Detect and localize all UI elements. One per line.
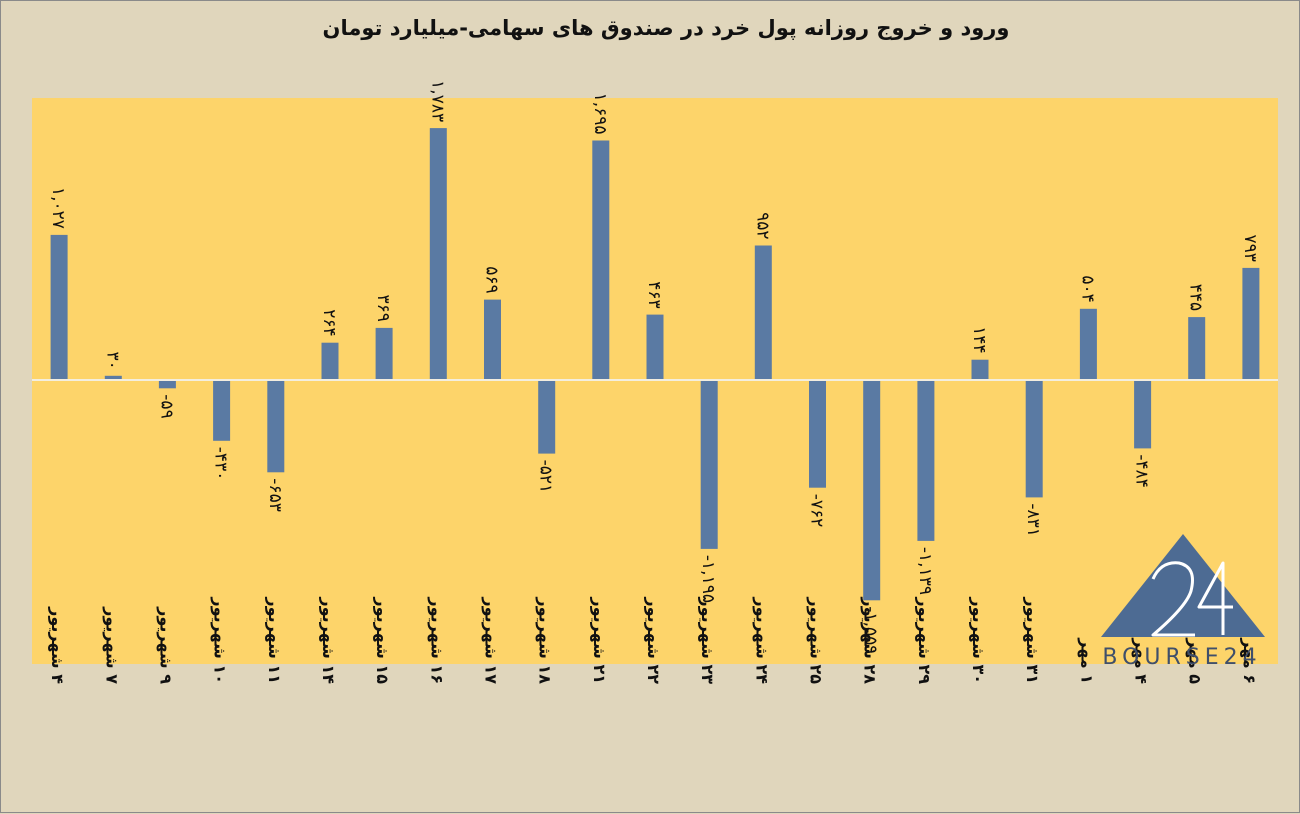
data-label: ۳۶۹ [373, 294, 393, 321]
data-label: ۴۶۳ [644, 281, 664, 308]
data-label: -۷۶۲ [807, 494, 827, 528]
bar [700, 380, 718, 549]
bar [267, 380, 285, 473]
data-label: ۲۶۴ [319, 309, 339, 336]
tick-label: ۲۱ شهریور [590, 596, 609, 684]
bar [1079, 308, 1097, 380]
data-label: ۹۵۲ [752, 212, 772, 239]
data-label: -۵۲۱ [536, 460, 556, 494]
data-label: -۵۹ [156, 394, 176, 418]
bars-group [50, 128, 1260, 601]
bar [917, 380, 935, 541]
tick-label: ۲۲ شهریور [644, 596, 663, 684]
bar [1025, 380, 1043, 498]
bar [1188, 317, 1206, 380]
tick-label: ۲۵ شهریور [807, 596, 826, 684]
data-label: ۴۴۵ [1186, 284, 1206, 311]
data-label: -۴۳۰ [211, 447, 231, 481]
bar [646, 314, 664, 380]
bar [754, 245, 772, 380]
bar [484, 299, 501, 380]
bar [1242, 267, 1260, 380]
tick-label: ۵ مهر [1186, 637, 1205, 684]
bar [375, 327, 393, 380]
tick-label: ۶ مهر [1240, 637, 1259, 684]
bar [429, 128, 447, 380]
tick-label: ۳۰ شهریور [969, 596, 988, 684]
value-labels-group: ۱,۰۲۷ ۳۰ -۵۹ -۴۳۰ -۶۵۳ ۲۶۴ ۳۶۹ ۱,۷۸۳ ۵۶۹ -۵۲۱ ۱,۶۹… [48, 80, 1260, 654]
tick-label: ۴ مهر [1132, 637, 1151, 684]
data-label: ۱,۷۸۳ [427, 80, 447, 122]
data-label: -۱,۱۳۹ [915, 547, 935, 595]
bar [213, 380, 231, 441]
tick-label: ۱ مهر [1077, 637, 1096, 684]
tick-label: ۹ شهریور [156, 606, 175, 684]
logo-brand-text: BOURSE24 [1102, 645, 1261, 670]
bourse24-logo: BOURSE24 [1101, 534, 1265, 670]
tick-label: ۱۶ شهریور [427, 596, 446, 684]
bar [104, 375, 122, 380]
data-label: ۵۶۹ [482, 266, 502, 293]
tick-label: ۱۷ شهریور [482, 596, 501, 684]
bar [971, 359, 989, 380]
bar [592, 140, 610, 380]
bar [158, 380, 176, 389]
tick-labels-group: ۴ شهریور ۷ شهریور ۹ شهریور ۱۰ شهریور ۱۱ شهری… [48, 596, 1259, 684]
data-label: ۱۴۴ [969, 326, 989, 353]
data-label: -۱,۱۹۵ [698, 555, 718, 603]
tick-label: ۲۴ شهریور [752, 596, 771, 684]
data-label: -۸۳۱ [1023, 503, 1043, 537]
data-label: ۷۹۳ [1240, 234, 1260, 261]
data-label: ۳۰ [102, 352, 122, 370]
chart-title: ورود و خروج روزانه پول خرد در صندوق های … [323, 16, 1010, 41]
tick-label: ۳۱ شهریور [1023, 596, 1042, 684]
bar [863, 380, 881, 601]
tick-label: ۲۳ شهریور [698, 596, 717, 684]
tick-label: ۱۵ شهریور [373, 596, 392, 684]
tick-label: ۱۰ شهریور [211, 596, 230, 684]
bar [1134, 380, 1152, 449]
tick-label: ۱۸ شهریور [536, 596, 555, 684]
bar [538, 380, 556, 454]
data-label: ۱,۰۲۷ [48, 187, 68, 229]
tick-label: ۲۸ شهریور [861, 596, 880, 684]
data-label: -۴۸۴ [1132, 454, 1152, 488]
bar [50, 234, 68, 380]
data-label: -۱,۵۵۹ [861, 606, 881, 654]
data-label: ۵۰۴ [1077, 275, 1097, 302]
tick-label: ۱۱ شهریور [265, 596, 284, 684]
bar [809, 380, 826, 488]
data-label: -۶۵۳ [265, 478, 285, 512]
tick-label: ۷ شهریور [102, 606, 121, 684]
logo-24-mark [1151, 561, 1233, 637]
tick-label: ۴ شهریور [48, 606, 67, 684]
tick-label: ۲۹ شهریور [915, 596, 934, 684]
data-label: ۱,۶۹۵ [590, 93, 610, 135]
tick-label: ۱۴ شهریور [319, 596, 338, 684]
bar [321, 342, 339, 380]
